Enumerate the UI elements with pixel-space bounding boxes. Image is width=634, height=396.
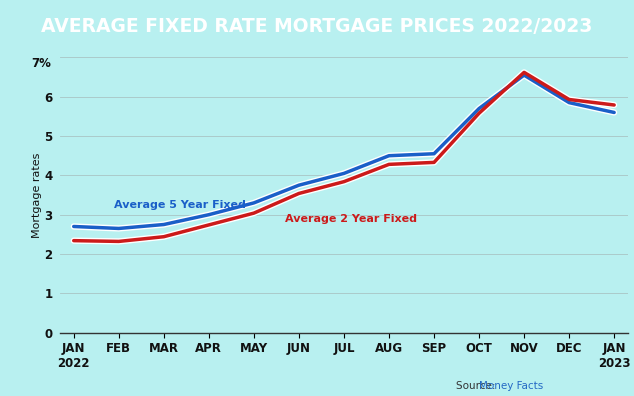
Y-axis label: Mortgage rates: Mortgage rates [32, 152, 42, 238]
Text: Money Facts: Money Facts [479, 381, 543, 391]
Text: 7%: 7% [31, 57, 51, 70]
Text: Average 2 Year Fixed: Average 2 Year Fixed [285, 214, 417, 224]
Text: Average 5 Year Fixed: Average 5 Year Fixed [114, 200, 246, 209]
Text: AVERAGE FIXED RATE MORTGAGE PRICES 2022/2023: AVERAGE FIXED RATE MORTGAGE PRICES 2022/… [41, 17, 593, 36]
Text: Source:: Source: [456, 381, 499, 391]
